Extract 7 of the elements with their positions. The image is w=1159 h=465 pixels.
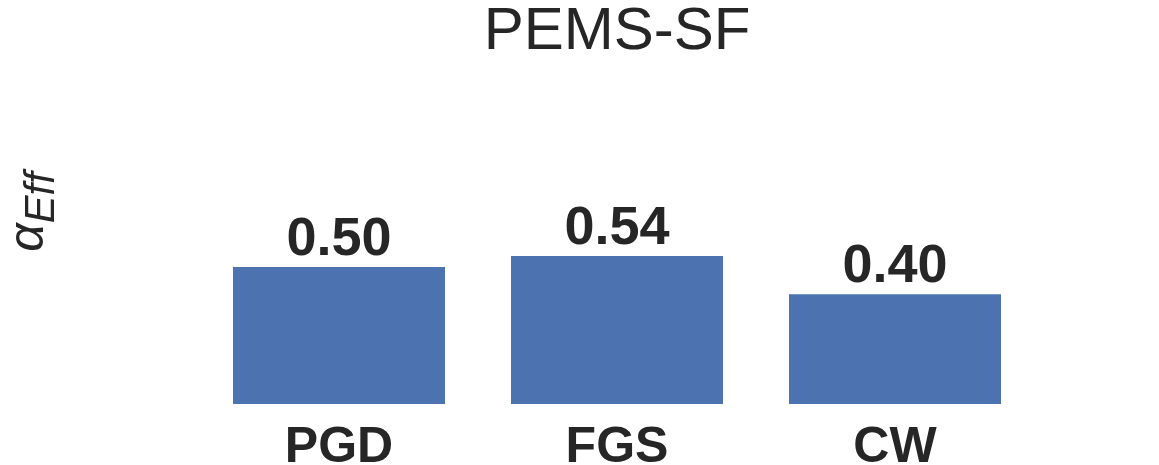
data-label: 0.40 [842, 233, 948, 294]
x-tick-label: CW [853, 416, 938, 465]
data-label: 0.50 [286, 205, 392, 266]
x-tick-label: FGS [565, 416, 669, 465]
chart-title: PEMS-SF [482, 0, 752, 63]
data-label: 0.54 [564, 194, 670, 255]
x-tick-label: PGD [284, 416, 394, 465]
